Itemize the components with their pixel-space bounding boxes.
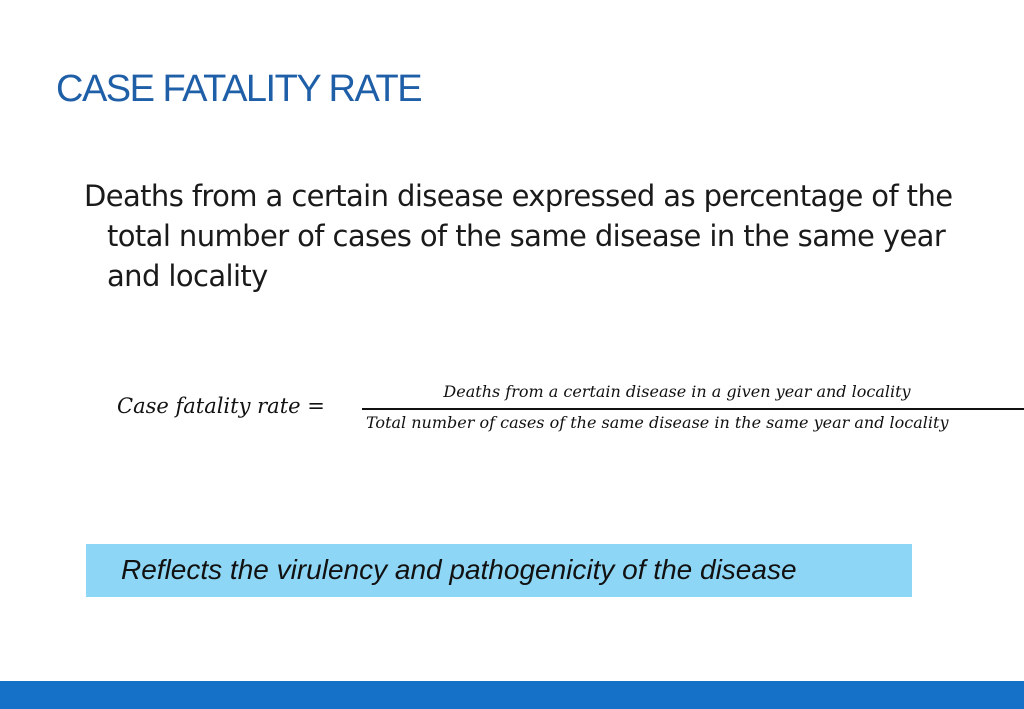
formula: Case fatality rate = Deaths from a certa… [117,380,1024,440]
formula-denominator: Total number of cases of the same diseas… [366,413,949,432]
formula-fraction: Deaths from a certain disease in a given… [362,380,1024,440]
fraction-bar [362,408,1024,410]
callout-box: Reflects the virulency and pathogenicity… [86,544,912,597]
footer-bar [0,681,1024,709]
definition-text: Deaths from a certain disease expressed … [84,179,953,293]
formula-lhs: Case fatality rate = [117,394,325,418]
callout-text: Reflects the virulency and pathogenicity… [121,554,797,585]
slide-title: CASE FATALITY RATE [56,68,423,110]
formula-numerator: Deaths from a certain disease in a given… [443,382,911,401]
